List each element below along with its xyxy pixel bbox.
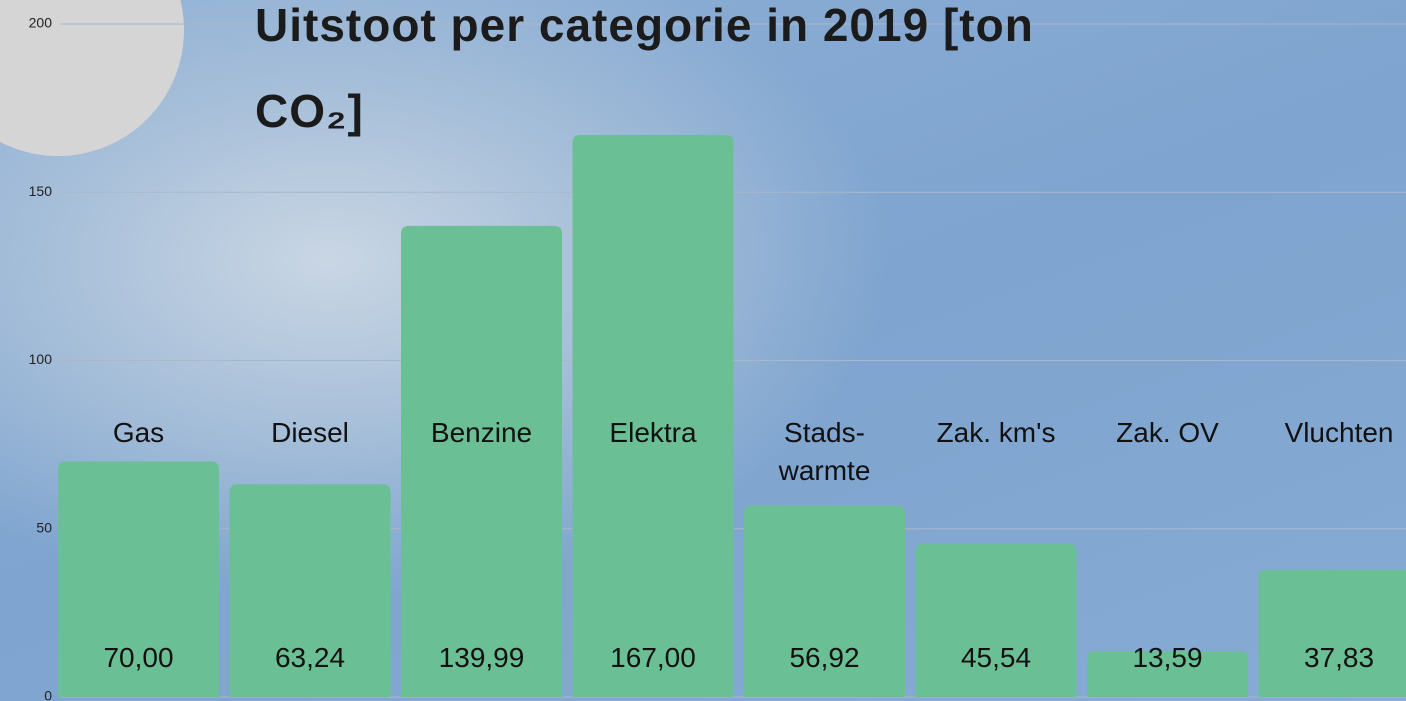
- category-label: Elektra: [573, 414, 734, 452]
- category-label: Stads- warmte: [744, 414, 905, 490]
- value-label: 45,54: [916, 639, 1077, 677]
- bar: [1259, 570, 1406, 697]
- y-tick-label: 0: [44, 688, 52, 701]
- y-tick-label: 100: [29, 351, 53, 367]
- category-label: Zak. OV: [1087, 414, 1248, 452]
- value-label: 13,59: [1087, 639, 1248, 677]
- category-label: Diesel: [230, 414, 391, 452]
- chart-title: Uitstoot per categorie in 2019 [ton CO₂]: [255, 0, 1155, 154]
- value-label: 139,99: [401, 639, 562, 677]
- y-tick-label: 50: [36, 519, 52, 535]
- page: 0 50 100 150 200 Uitstoot per categorie in 2…: [0, 0, 1406, 701]
- value-label: 167,00: [573, 639, 734, 677]
- decor-circle: [0, 0, 184, 156]
- value-label: 70,00: [58, 639, 219, 677]
- category-label: Zak. km's: [916, 414, 1077, 452]
- category-label: Vluchten: [1259, 414, 1406, 452]
- value-label: 56,92: [744, 639, 905, 677]
- y-tick-label: 200: [29, 15, 53, 31]
- category-label: Benzine: [401, 414, 562, 452]
- y-tick-label: 150: [29, 183, 53, 199]
- bar: [401, 226, 562, 697]
- category-label: Gas: [58, 414, 219, 452]
- value-label: 37,83: [1259, 639, 1406, 677]
- value-label: 63,24: [230, 639, 391, 677]
